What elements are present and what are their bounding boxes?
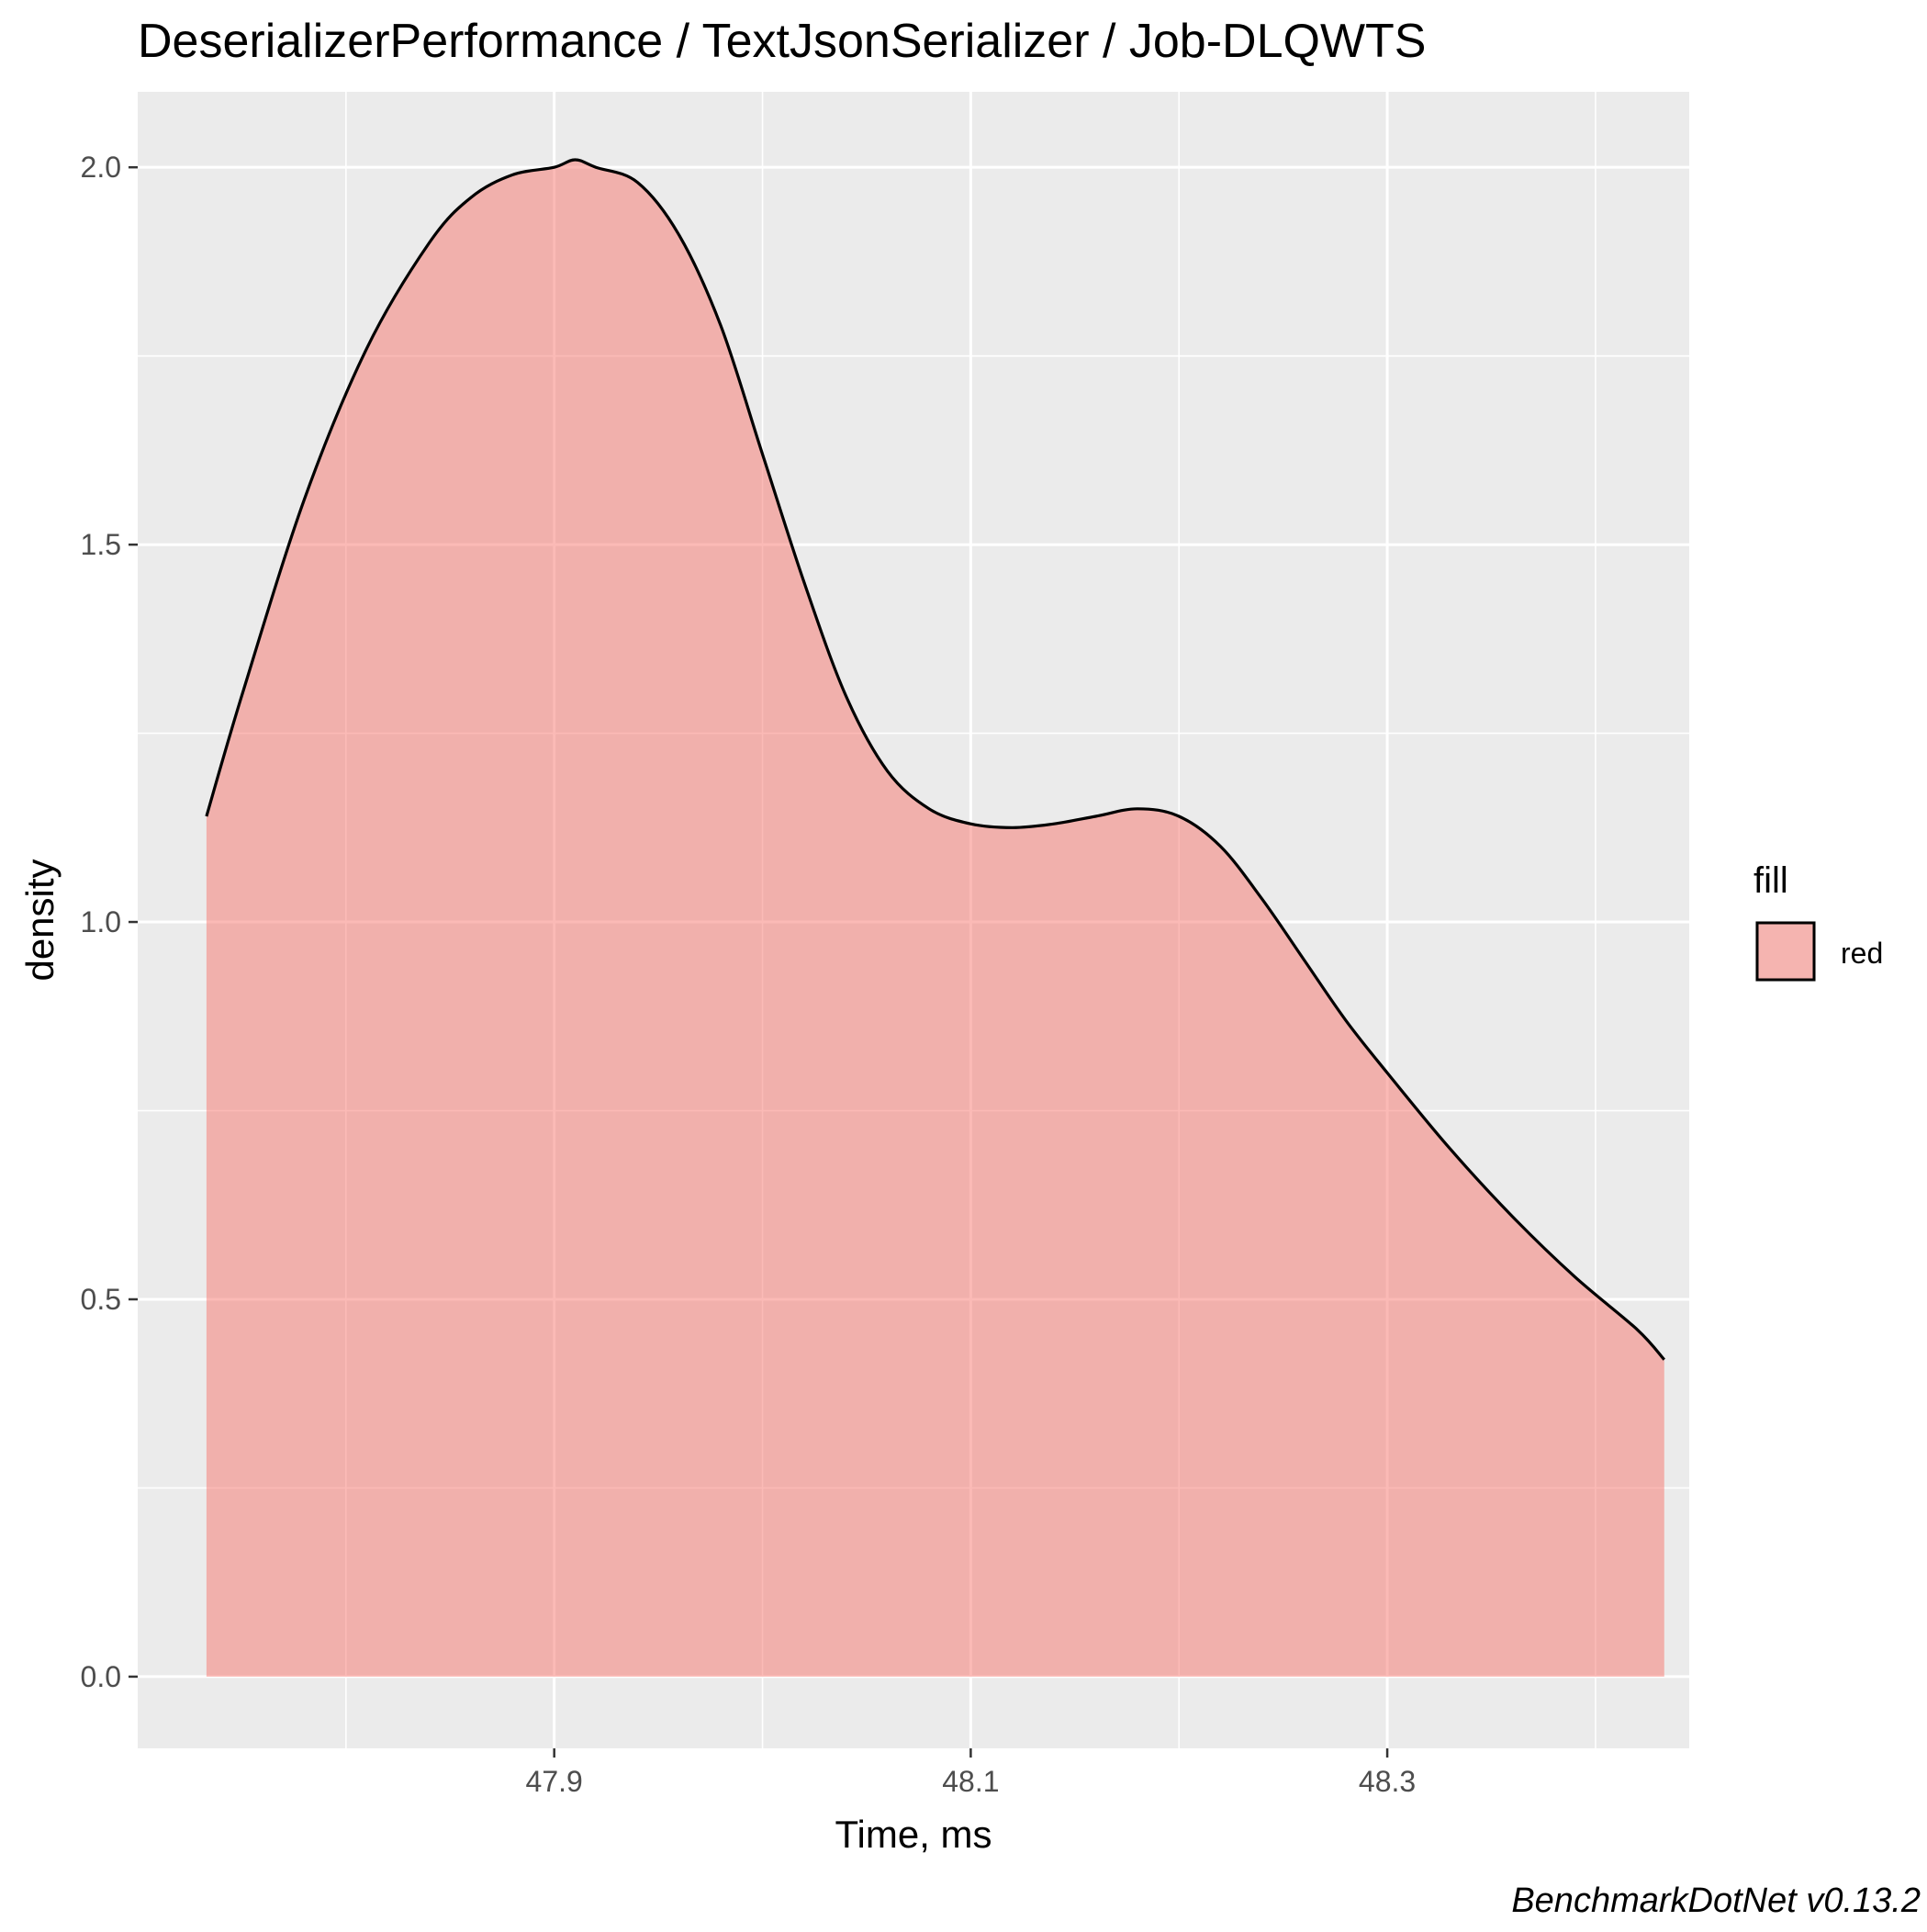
legend-title: fill [1753,860,1788,901]
density-outline [205,158,1666,1361]
y-axis-title: density [18,859,62,981]
chart-title: DeserializerPerformance / TextJsonSerial… [138,15,1427,68]
y-tick-label: 0.5 [81,1283,121,1316]
x-axis-title: Time, ms [835,1813,992,1856]
x-tick-label: 48.3 [1359,1765,1416,1798]
x-tick-label: 48.1 [942,1765,999,1798]
y-tick-label: 0.0 [81,1660,121,1693]
x-axis: 47.9 48.1 48.3 [526,1748,1416,1798]
legend: fill red [1753,860,1883,982]
y-tick-label: 1.5 [81,528,121,561]
density-area-layer [205,158,1666,1677]
y-axis: 0.0 0.5 1.0 1.5 2.0 [81,151,138,1693]
legend-swatch-red [1755,921,1816,982]
chart-caption: BenchmarkDotNet v0.13.2 [1511,1881,1921,1920]
y-tick-label: 1.0 [81,905,121,938]
legend-label-red: red [1841,937,1883,970]
x-tick-label: 47.9 [526,1765,583,1798]
y-tick-label: 2.0 [81,151,121,184]
density-area [206,160,1664,1677]
